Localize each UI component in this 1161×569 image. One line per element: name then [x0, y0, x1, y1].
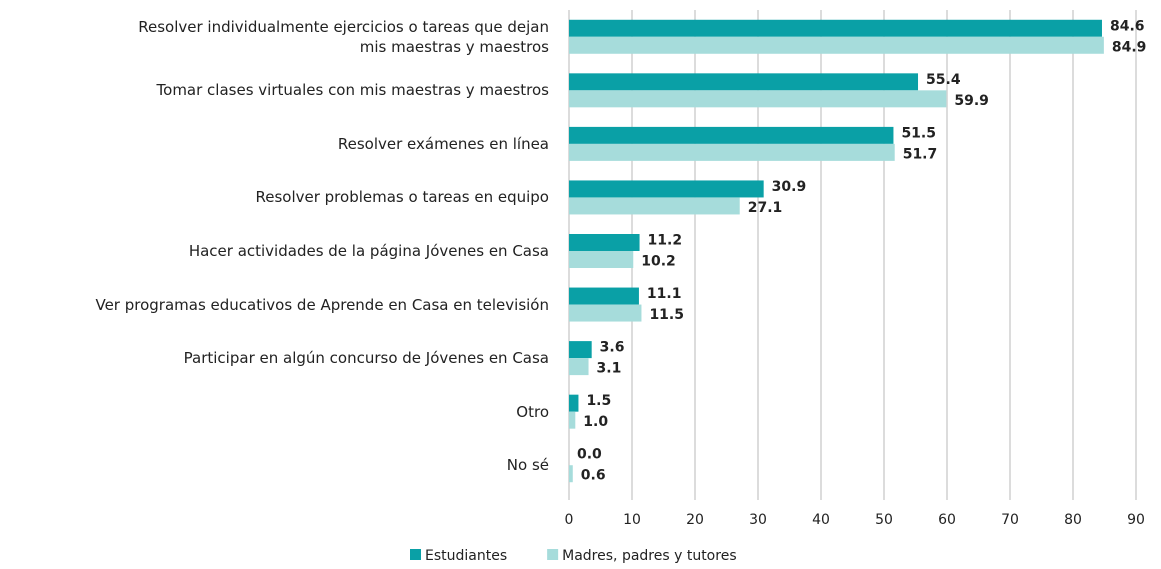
x-tick-label: 60 — [938, 512, 956, 528]
value-label: 59.9 — [954, 93, 989, 109]
legend-swatch — [547, 549, 559, 560]
bar — [569, 90, 947, 108]
category-label: Tomar clases virtuales con mis maestras … — [156, 81, 549, 100]
x-tick-label: 90 — [1127, 512, 1145, 528]
category-label: Resolver problemas o tareas en equipo — [255, 188, 549, 207]
bar — [569, 358, 589, 376]
bar — [569, 394, 579, 412]
bar — [569, 465, 573, 483]
value-label: 1.5 — [586, 393, 611, 409]
value-label: 11.5 — [649, 307, 684, 323]
category-label: Otro — [516, 402, 549, 421]
value-label: 51.7 — [903, 146, 938, 162]
bar — [569, 143, 895, 161]
x-tick-label: 80 — [1064, 512, 1082, 528]
x-tick-label: 70 — [1001, 512, 1019, 528]
bar — [569, 411, 576, 429]
bar — [569, 197, 740, 215]
x-tick-label: 50 — [875, 512, 893, 528]
bar — [569, 19, 1102, 37]
value-label: 51.5 — [901, 125, 936, 141]
x-tick-label: 0 — [565, 512, 574, 528]
value-label: 55.4 — [926, 72, 961, 88]
bar — [569, 251, 634, 268]
bar — [569, 234, 640, 251]
value-label: 27.1 — [748, 200, 783, 216]
bar — [569, 36, 1104, 54]
value-label: 1.0 — [583, 414, 608, 430]
value-label: 84.6 — [1110, 18, 1145, 34]
value-label: 3.1 — [597, 361, 622, 377]
bar — [569, 287, 639, 305]
value-label: 10.2 — [641, 254, 676, 270]
category-label: Resolver individualmente ejercicios o ta… — [138, 17, 549, 56]
x-tick-label: 20 — [686, 512, 704, 528]
bar — [569, 126, 894, 144]
value-label: 3.6 — [600, 340, 625, 356]
bar — [569, 73, 919, 91]
legend-label: Estudiantes — [425, 548, 507, 564]
legend-label: Madres, padres y tutores — [562, 548, 736, 564]
value-label: 11.1 — [647, 286, 682, 302]
category-label: Participar en algún concurso de Jóvenes … — [183, 349, 549, 368]
category-label: No sé — [506, 456, 549, 475]
category-label: Hacer actividades de la página Jóvenes e… — [188, 242, 549, 260]
category-label: Ver programas educativos de Aprende en C… — [95, 295, 549, 314]
legend-swatch — [410, 549, 421, 560]
value-label: 0.0 — [577, 447, 602, 463]
x-tick-label: 30 — [749, 512, 767, 528]
value-label: 84.9 — [1112, 39, 1147, 55]
category-label: Resolver exámenes en línea — [337, 134, 549, 153]
bar — [569, 341, 592, 359]
x-tick-label: 10 — [623, 512, 641, 528]
x-tick-label: 40 — [812, 512, 830, 528]
bar — [569, 304, 642, 322]
value-label: 11.2 — [648, 233, 683, 249]
value-label: 0.6 — [581, 468, 606, 484]
value-label: 30.9 — [772, 179, 807, 195]
bar — [569, 180, 764, 198]
